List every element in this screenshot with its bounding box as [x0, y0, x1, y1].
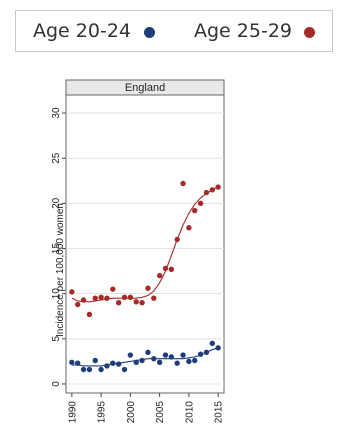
- point-age-25-29: [92, 295, 98, 301]
- legend-label-age-20-24: Age 20-24: [33, 20, 131, 42]
- legend-label-age-25-29: Age 25-29: [194, 20, 292, 42]
- point-age-20-24: [69, 359, 75, 365]
- fit-line-age-20-24: [71, 347, 219, 367]
- point-age-20-24: [145, 349, 151, 356]
- point-age-25-29: [75, 301, 81, 308]
- point-age-25-29: [151, 295, 157, 301]
- legend-marker-age-20-24: [144, 27, 155, 38]
- point-age-25-29: [127, 294, 134, 300]
- point-age-25-29: [115, 299, 122, 306]
- point-age-20-24: [104, 363, 110, 369]
- point-age-20-24: [133, 359, 139, 365]
- legend-marker-age-25-29: [304, 27, 315, 38]
- x-tick-label: 2005: [155, 401, 166, 424]
- point-age-25-29: [156, 272, 163, 279]
- point-age-25-29: [209, 187, 215, 193]
- point-age-20-24: [162, 352, 169, 358]
- point-age-25-29: [174, 236, 180, 243]
- legend: Age 20-24 Age 25-29: [15, 10, 333, 52]
- y-tick-label: 20: [51, 197, 62, 209]
- point-age-25-29: [80, 297, 87, 303]
- point-age-25-29: [86, 311, 93, 318]
- point-age-25-29: [69, 289, 75, 295]
- point-age-20-24: [192, 357, 198, 364]
- point-age-20-24: [80, 366, 87, 373]
- y-tick-label: 0: [51, 381, 62, 387]
- point-age-25-29: [162, 265, 169, 272]
- point-age-25-29: [168, 266, 175, 272]
- axes: 0 5 10 15 20 25 30 1990 1995 2000 2005 2010 2015: [51, 107, 225, 423]
- point-age-20-24: [156, 359, 163, 365]
- point-age-25-29: [192, 207, 198, 214]
- point-age-20-24: [139, 357, 145, 364]
- point-age-20-24: [98, 366, 104, 373]
- point-age-20-24: [121, 366, 128, 373]
- point-age-20-24: [186, 358, 192, 365]
- x-tick-label: 1995: [97, 401, 108, 424]
- point-age-20-24: [75, 360, 81, 366]
- point-age-25-29: [186, 225, 192, 231]
- point-age-20-24: [110, 360, 116, 366]
- panel-header: [65, 79, 225, 96]
- point-age-20-24: [174, 360, 180, 366]
- point-age-25-29: [180, 180, 186, 187]
- point-age-20-24: [215, 345, 221, 351]
- x-tick-label: 2010: [184, 401, 195, 424]
- point-age-20-24: [209, 340, 215, 347]
- chart-title: England: [125, 82, 165, 94]
- point-age-25-29: [203, 189, 210, 196]
- point-age-25-29: [98, 294, 104, 300]
- y-tick-label: 25: [51, 152, 62, 164]
- point-age-20-24: [180, 352, 186, 358]
- data-points: [69, 180, 221, 373]
- point-age-25-29: [215, 184, 221, 190]
- x-tick-label: 2000: [126, 401, 137, 424]
- point-age-25-29: [139, 299, 145, 306]
- x-tick-label: 1990: [67, 401, 78, 424]
- point-age-25-29: [145, 285, 151, 291]
- point-age-25-29: [197, 200, 204, 207]
- point-age-20-24: [168, 354, 175, 360]
- point-age-25-29: [133, 299, 139, 305]
- y-tick-label: 10: [51, 288, 62, 300]
- point-age-20-24: [115, 361, 122, 367]
- point-age-25-29: [104, 295, 110, 301]
- grid-lines: [66, 112, 224, 385]
- point-age-20-24: [151, 355, 157, 362]
- y-tick-label: 5: [51, 336, 62, 342]
- point-age-20-24: [86, 366, 93, 373]
- point-age-20-24: [197, 351, 204, 357]
- plot-background: [65, 79, 225, 394]
- y-tick-label: 30: [51, 107, 62, 119]
- fit-line-age-25-29: [71, 186, 219, 303]
- point-age-25-29: [121, 294, 128, 300]
- point-age-20-24: [203, 349, 210, 356]
- x-tick-label: 2015: [214, 401, 225, 424]
- fitted-lines: [71, 186, 219, 367]
- point-age-25-29: [110, 286, 116, 292]
- y-tick-label: 15: [51, 243, 62, 255]
- point-age-20-24: [127, 352, 134, 358]
- y-axis-title: Incidence per 100,000 women: [55, 203, 66, 337]
- point-age-20-24: [92, 357, 98, 364]
